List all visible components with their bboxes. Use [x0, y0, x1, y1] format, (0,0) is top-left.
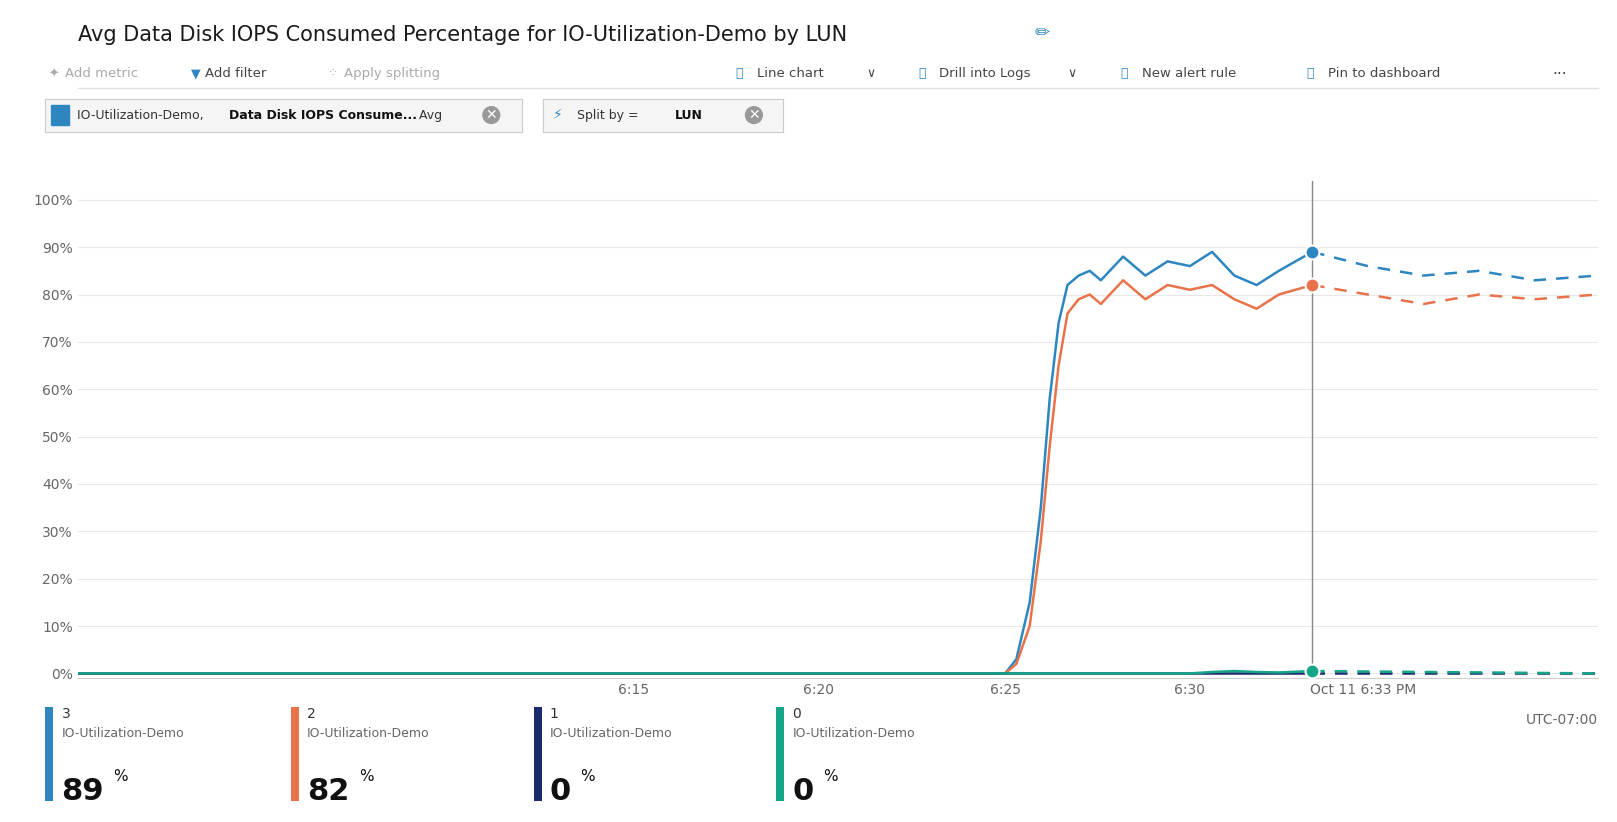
Text: IO-Utilization-Demo: IO-Utilization-Demo — [307, 727, 430, 741]
Text: 0: 0 — [792, 777, 813, 806]
Text: IO-Utilization-Demo: IO-Utilization-Demo — [550, 727, 673, 741]
Text: Pin to dashboard: Pin to dashboard — [1328, 67, 1439, 81]
Text: ✦: ✦ — [49, 67, 58, 81]
Text: Split by =: Split by = — [577, 109, 642, 122]
Text: Avg: Avg — [416, 109, 441, 122]
Text: 🔔: 🔔 — [1121, 67, 1129, 81]
Text: %: % — [113, 769, 128, 783]
Text: Data Disk IOPS Consume...: Data Disk IOPS Consume... — [230, 109, 417, 122]
Text: 📌: 📌 — [1307, 67, 1315, 81]
Text: ∨: ∨ — [867, 67, 876, 81]
Text: IO-Utilization-Demo,: IO-Utilization-Demo, — [76, 109, 207, 122]
Text: ✏: ✏ — [1035, 25, 1049, 43]
Text: 0: 0 — [550, 777, 571, 806]
Text: IO-Utilization-Demo: IO-Utilization-Demo — [61, 727, 184, 741]
Text: LUN: LUN — [674, 109, 703, 122]
Bar — [52, 105, 70, 125]
Text: Avg Data Disk IOPS Consumed Percentage for IO-Utilization-Demo by LUN: Avg Data Disk IOPS Consumed Percentage f… — [78, 25, 847, 44]
Text: %: % — [581, 769, 595, 783]
Text: Line chart: Line chart — [757, 67, 823, 81]
Text: ⁘: ⁘ — [328, 67, 338, 81]
Text: ✕: ✕ — [485, 108, 496, 122]
Text: 2: 2 — [307, 707, 315, 721]
Text: Drill into Logs: Drill into Logs — [939, 67, 1032, 81]
Text: 1: 1 — [550, 707, 558, 721]
Text: 89: 89 — [61, 777, 103, 806]
Text: 82: 82 — [307, 777, 349, 806]
Text: %: % — [359, 769, 374, 783]
Text: New alert rule: New alert rule — [1142, 67, 1235, 81]
Text: Apply splitting: Apply splitting — [344, 67, 440, 81]
Text: Add metric: Add metric — [65, 67, 137, 81]
Text: ✕: ✕ — [749, 108, 760, 122]
Text: 3: 3 — [61, 707, 70, 721]
Text: 📋: 📋 — [918, 67, 927, 81]
Text: 0: 0 — [792, 707, 800, 721]
Text: UTC-07:00: UTC-07:00 — [1525, 713, 1598, 727]
Text: ⚡: ⚡ — [553, 108, 563, 122]
Text: IO-Utilization-Demo: IO-Utilization-Demo — [792, 727, 915, 741]
Text: Add filter: Add filter — [205, 67, 267, 81]
Text: 📈: 📈 — [736, 67, 744, 81]
Text: %: % — [823, 769, 838, 783]
Text: ···: ··· — [1552, 67, 1567, 82]
Text: ▼: ▼ — [191, 67, 201, 81]
Text: ∨: ∨ — [1067, 67, 1077, 81]
